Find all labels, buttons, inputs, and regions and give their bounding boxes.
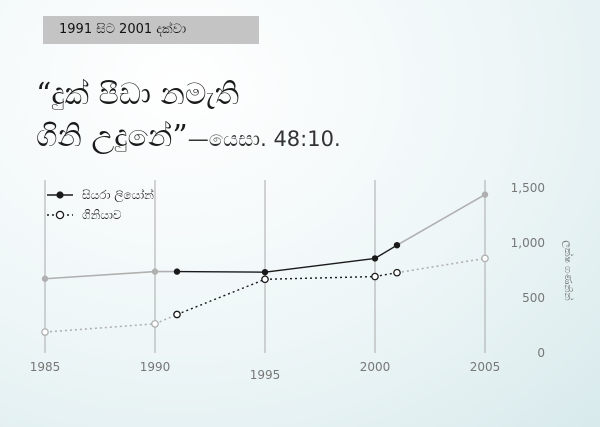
y-tick-label-0: 0 <box>537 346 545 360</box>
series-2-point-1995 <box>261 275 269 284</box>
y-tick-label-3: 1,500 <box>511 181 545 195</box>
series-1-segment-5 <box>396 193 486 246</box>
series-1-point-1990 <box>151 268 159 275</box>
chart-series <box>44 193 486 333</box>
series-1-point-1991 <box>173 268 181 275</box>
y-tick-label-2: 1,000 <box>511 236 545 250</box>
chart-legend: සියරා ලියෝන් ගිනියාව <box>47 188 154 222</box>
legend-label-2: ගිනියාව <box>82 208 122 222</box>
date-range-banner: 1991 සිට 2001 දක්වා <box>43 16 259 44</box>
x-tick-label-1990: 1990 <box>140 360 171 374</box>
series-1-segment-4 <box>374 244 398 260</box>
series-2-segment-5 <box>396 257 486 274</box>
y-tick-label-1: 500 <box>522 291 545 305</box>
scripture-quote: “දුක් පීඩා නමැති ගිනි උදුනේ”—යෙසා. 48:10… <box>36 74 341 160</box>
series-2-point-2000 <box>371 272 379 281</box>
series-1-segment-2 <box>176 270 266 273</box>
series-1-point-2005 <box>481 191 489 198</box>
series-1-point-2000 <box>371 255 379 262</box>
series-1-point-1985 <box>41 275 49 282</box>
x-axis-ticks: 1985 1990 1995 2000 2005 <box>30 360 501 382</box>
series-2-point-2005 <box>481 254 489 263</box>
series-2-segment-2 <box>176 278 266 316</box>
series-2-segment-4 <box>374 272 398 278</box>
legend-marker-1 <box>56 191 64 199</box>
series-1-segment-0 <box>44 270 156 280</box>
scripture-citation: —යෙසා. 48:10. <box>187 127 341 151</box>
series-1-point-1995 <box>261 268 269 276</box>
quote-line-2: ගිනි උදුනේ” <box>36 119 188 154</box>
series-2-point-1990 <box>151 319 159 328</box>
series-2-point-1991 <box>173 310 181 319</box>
series-2-segment-0 <box>44 323 156 333</box>
y-axis-ticks: 0 500 1,000 1,500 <box>511 181 545 360</box>
x-tick-label-2005: 2005 <box>470 360 501 374</box>
chart-points <box>41 191 489 336</box>
series-2-segment-1 <box>154 313 178 325</box>
legend-label-1: සියරා ලියෝන් <box>82 188 154 203</box>
x-tick-label-2000: 2000 <box>360 360 391 374</box>
series-1-point-2001 <box>393 242 401 249</box>
quote-line-1: “දුක් පීඩා නමැති <box>36 77 240 112</box>
series-2-segment-3 <box>264 275 376 280</box>
series-2-point-1985 <box>41 328 49 336</box>
series-2-point-2001 <box>393 268 401 277</box>
legend-marker-2 <box>55 210 65 220</box>
x-tick-label-1995: 1995 <box>250 368 281 382</box>
x-tick-label-1985: 1985 <box>30 360 61 374</box>
y-axis-label: ලක්ෂ ගණනින් <box>562 240 575 300</box>
series-1-segment-3 <box>264 257 376 273</box>
